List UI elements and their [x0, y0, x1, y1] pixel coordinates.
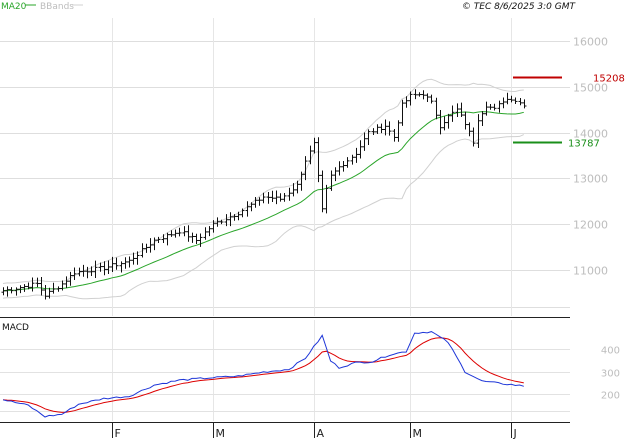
- macd-grid: [0, 320, 570, 421]
- macd-signal-line: [2, 337, 524, 413]
- macd-title: MACD: [2, 323, 29, 333]
- support-level-label: 13787: [568, 139, 600, 150]
- macd-axis: 200 300 400: [601, 346, 620, 402]
- macd-tick-label: 400: [601, 346, 620, 357]
- month-label: J: [513, 427, 517, 440]
- resistance-level-label: 15208: [593, 74, 625, 85]
- price-axis: 11000 12000 13000 14000 15000 16000: [573, 36, 608, 278]
- macd-line: [2, 331, 524, 418]
- bbands-lower-line: [2, 134, 524, 300]
- price-tick-label: 16000: [573, 36, 608, 49]
- bbands-legend-label: BBands: [40, 2, 74, 12]
- price-tick-label: 11000: [573, 265, 608, 278]
- price-tick-label: 15000: [573, 82, 608, 95]
- month-label: A: [317, 427, 325, 440]
- price-tick-label: 14000: [573, 128, 608, 141]
- price-levels: 15208 13787: [513, 74, 625, 150]
- price-tick-label: 13000: [573, 173, 608, 186]
- price-grid: [0, 18, 570, 316]
- price-panel: 11000 12000 13000 14000 15000 16000 15208 1378…: [0, 18, 625, 316]
- ma20-legend-label: MA20: [1, 2, 27, 12]
- month-label: F: [115, 427, 121, 440]
- month-label: M: [413, 427, 423, 440]
- month-label: M: [216, 427, 226, 440]
- price-bars: [1, 89, 527, 300]
- copyright-text: © TEC 8/6/2025 3:0 GMT: [462, 2, 577, 12]
- price-tick-label: 12000: [573, 219, 608, 232]
- macd-panel: MACD 200 300 400: [0, 320, 620, 421]
- macd-tick-label: 300: [601, 369, 620, 380]
- macd-tick-label: 200: [601, 391, 620, 402]
